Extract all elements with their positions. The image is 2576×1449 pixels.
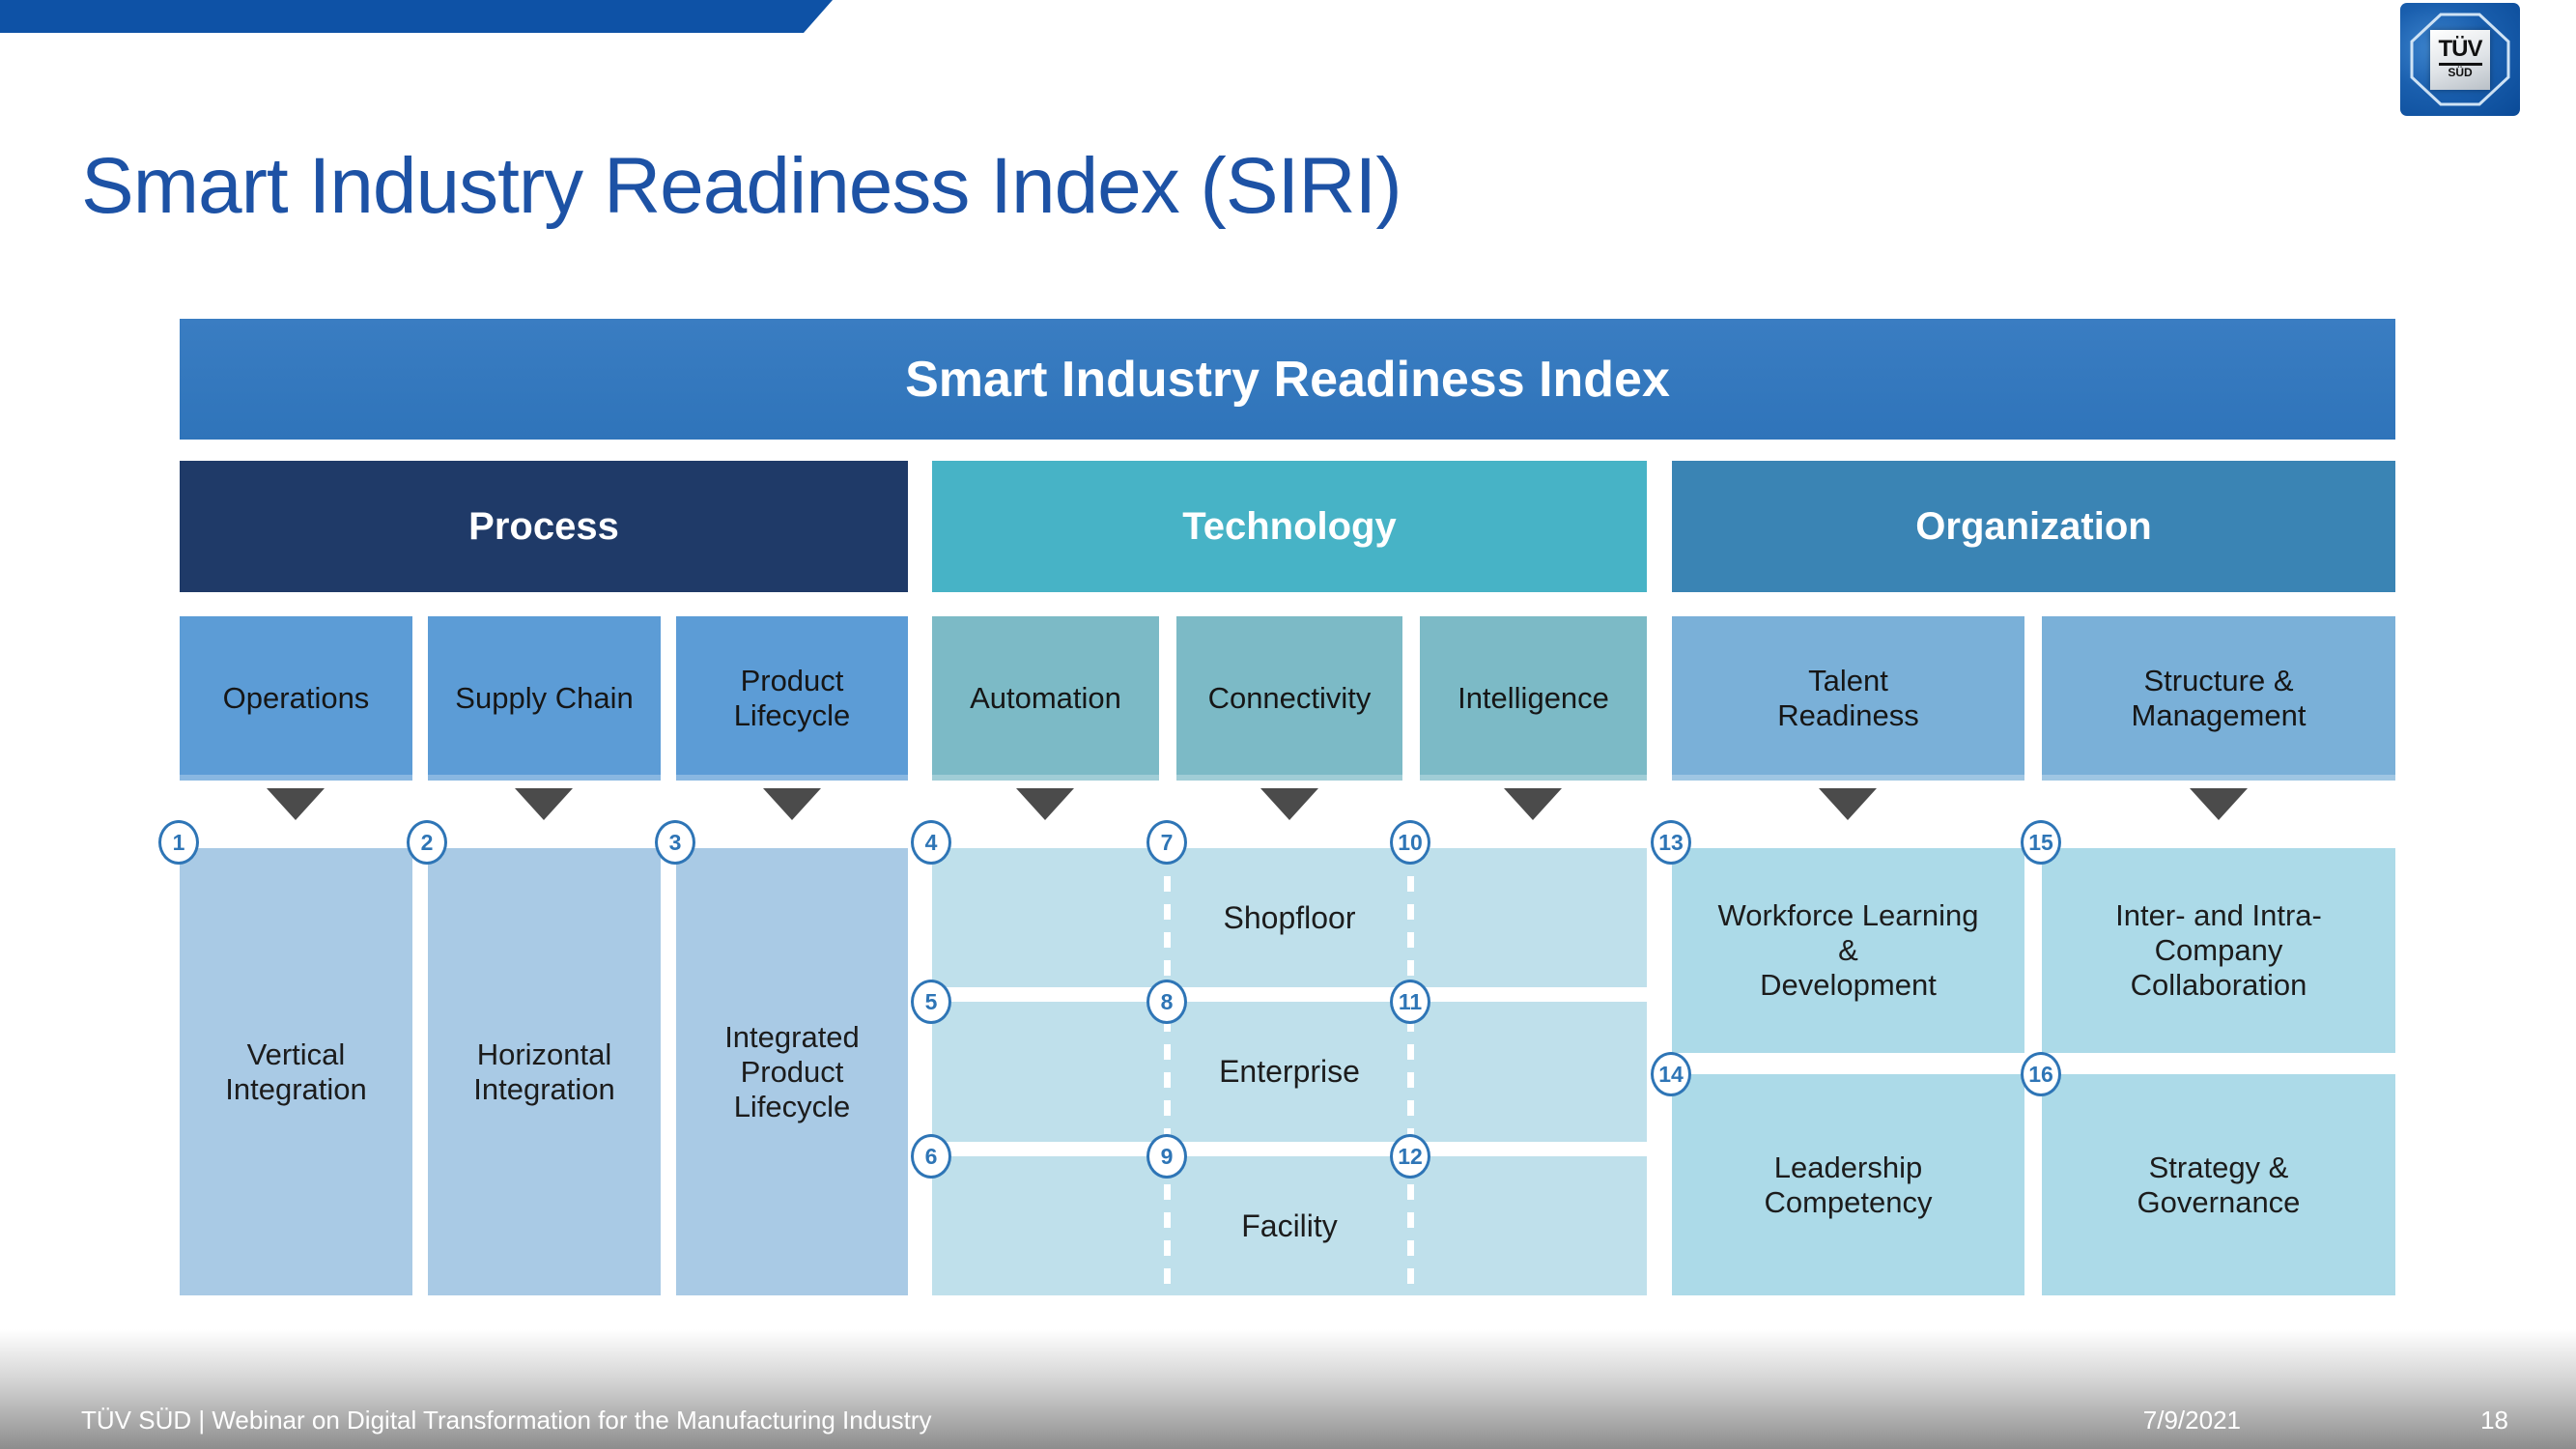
down-arrow-icon (1016, 788, 1074, 820)
dimension-number-6: 6 (911, 1134, 951, 1179)
dimension-number-5: 5 (911, 980, 951, 1024)
down-arrow-icon (1260, 788, 1318, 820)
pillar-header-technology: Technology (932, 461, 1647, 592)
dimension-number-8: 8 (1146, 980, 1187, 1024)
dimension-strategy-governance: Strategy & Governance (2042, 1074, 2395, 1295)
dimension-number-12: 12 (1390, 1134, 1430, 1179)
top-accent-bar (0, 0, 833, 33)
subcolumn-structure-management: Structure & Management (2042, 616, 2395, 781)
tech-row-label-shopfloor: Shopfloor (1223, 899, 1356, 935)
tech-row-enterprise-box (932, 1002, 1647, 1142)
logo-text-sud: SÜD (2448, 66, 2473, 80)
subcolumn-supply-chain: Supply Chain (428, 616, 661, 781)
page-title: Smart Industry Readiness Index (SIRI) (81, 142, 1402, 230)
dimension-number-13: 13 (1651, 820, 1691, 865)
footer-page-number: 18 (2480, 1406, 2508, 1435)
subcolumn-operations: Operations (180, 616, 412, 781)
dimension-number-1: 1 (158, 820, 199, 865)
dimension-number-2: 2 (407, 820, 447, 865)
down-arrow-icon (763, 788, 821, 820)
dimension-number-9: 9 (1146, 1134, 1187, 1179)
footer-bar: TÜV SÜD | Webinar on Digital Transformat… (0, 1329, 2576, 1449)
dimension-horizontal-integration: Horizontal Integration (428, 848, 661, 1295)
down-arrow-icon (2190, 788, 2248, 820)
pillar-header-process: Process (180, 461, 908, 592)
subcolumn-talent-readiness: Talent Readiness (1672, 616, 2024, 781)
logo-text-tuv: TÜV (2438, 38, 2483, 67)
dimension-integrated-product-lifecycle: Integrated Product Lifecycle (676, 848, 908, 1295)
down-arrow-icon (515, 788, 573, 820)
footer-text: TÜV SÜD | Webinar on Digital Transformat… (81, 1406, 932, 1435)
octagon-icon (2410, 13, 2510, 106)
pillar-header-organization: Organization (1672, 461, 2395, 592)
dimension-vertical-integration: Vertical Integration (180, 848, 412, 1295)
dimension-inter-intra-company-collaboration: Inter- and Intra- Company Collaboration (2042, 848, 2395, 1053)
tech-row-shopfloor-box (932, 848, 1647, 987)
tech-row-facility-box (932, 1156, 1647, 1295)
dashed-divider (1407, 848, 1414, 1295)
footer-date: 7/9/2021 (2142, 1406, 2241, 1435)
down-arrow-icon (1504, 788, 1562, 820)
dashed-divider (1164, 848, 1171, 1295)
dimension-number-3: 3 (655, 820, 695, 865)
subcolumn-product-lifecycle: Product Lifecycle (676, 616, 908, 781)
logo-inner-box: TÜV SÜD (2430, 29, 2490, 90)
subcolumn-intelligence: Intelligence (1420, 616, 1647, 781)
tuv-sud-logo: TÜV SÜD (2400, 3, 2520, 116)
subcolumn-automation: Automation (932, 616, 1159, 781)
tech-row-label-enterprise: Enterprise (1219, 1054, 1360, 1089)
down-arrow-icon (267, 788, 325, 820)
dimension-number-10: 10 (1390, 820, 1430, 865)
dimension-number-15: 15 (2021, 820, 2061, 865)
siri-banner: Smart Industry Readiness Index (180, 319, 2395, 440)
tech-row-label-facility: Facility (1241, 1208, 1338, 1243)
dimension-leadership-competency: Leadership Competency (1672, 1074, 2024, 1295)
dimension-number-11: 11 (1390, 980, 1430, 1024)
dimension-number-7: 7 (1146, 820, 1187, 865)
down-arrow-icon (1819, 788, 1877, 820)
dimension-workforce-learning-development: Workforce Learning & Development (1672, 848, 2024, 1053)
dimension-number-4: 4 (911, 820, 951, 865)
dimension-number-14: 14 (1651, 1052, 1691, 1096)
subcolumn-connectivity: Connectivity (1176, 616, 1402, 781)
dimension-number-16: 16 (2021, 1052, 2061, 1096)
